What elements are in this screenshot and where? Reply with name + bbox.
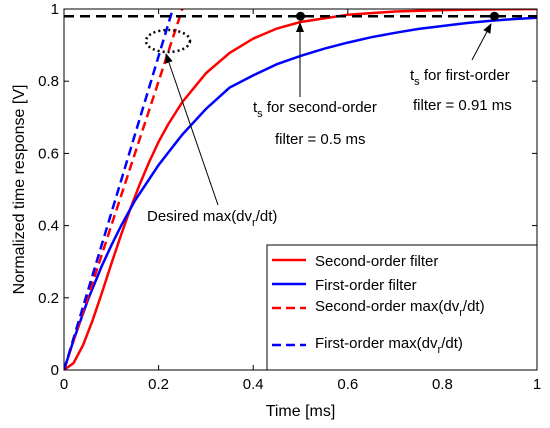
desired-arrow (165, 53, 219, 206)
y-tick-label: 0.2 (38, 290, 59, 307)
ts-first-label-line2: filter = 0.91 ms (413, 97, 512, 114)
legend-label-1: First-order filter (315, 277, 417, 294)
ts-second-label-line2: filter = 0.5 ms (275, 131, 365, 148)
x-tick-label: 0.8 (432, 376, 453, 393)
series-line-1 (64, 16, 537, 370)
settling-marker-1 (489, 11, 499, 21)
x-axis-label: Time [ms] (266, 403, 336, 420)
series-line-3 (64, 9, 174, 370)
legend-label-0: Second-order filter (315, 253, 438, 270)
y-tick-label: 0 (51, 362, 59, 379)
x-tick-label: 0.2 (148, 376, 169, 393)
series-line-2 (64, 9, 184, 370)
ts-first-label-line1: ts for first-order (410, 67, 510, 88)
ts-first-arrow (471, 23, 492, 61)
ts-second-label-line1: ts for second-order (253, 99, 377, 120)
x-tick-label: 0.6 (337, 376, 358, 393)
desired-slope-ellipse (144, 28, 192, 54)
series-line-0 (64, 9, 537, 370)
x-tick-label: 0.4 (243, 376, 264, 393)
y-tick-label: 0.6 (38, 145, 59, 162)
settling-marker-0 (296, 11, 305, 21)
legend-label-2: Second-order max(dvr/dt) (315, 298, 485, 319)
y-tick-label: 0.8 (38, 73, 59, 90)
legend-box (266, 244, 538, 371)
legend-label-3: First-order max(dvr/dt) (315, 335, 463, 356)
y-tick-label: 1 (51, 1, 59, 18)
y-axis-label: Normalized time response [V] (11, 85, 28, 295)
x-tick-label: 1 (533, 376, 541, 393)
desired-annotation: Desired max(dvr/dt) (147, 208, 277, 229)
x-tick-label: 0 (60, 376, 68, 393)
y-tick-label: 0.4 (38, 218, 59, 235)
